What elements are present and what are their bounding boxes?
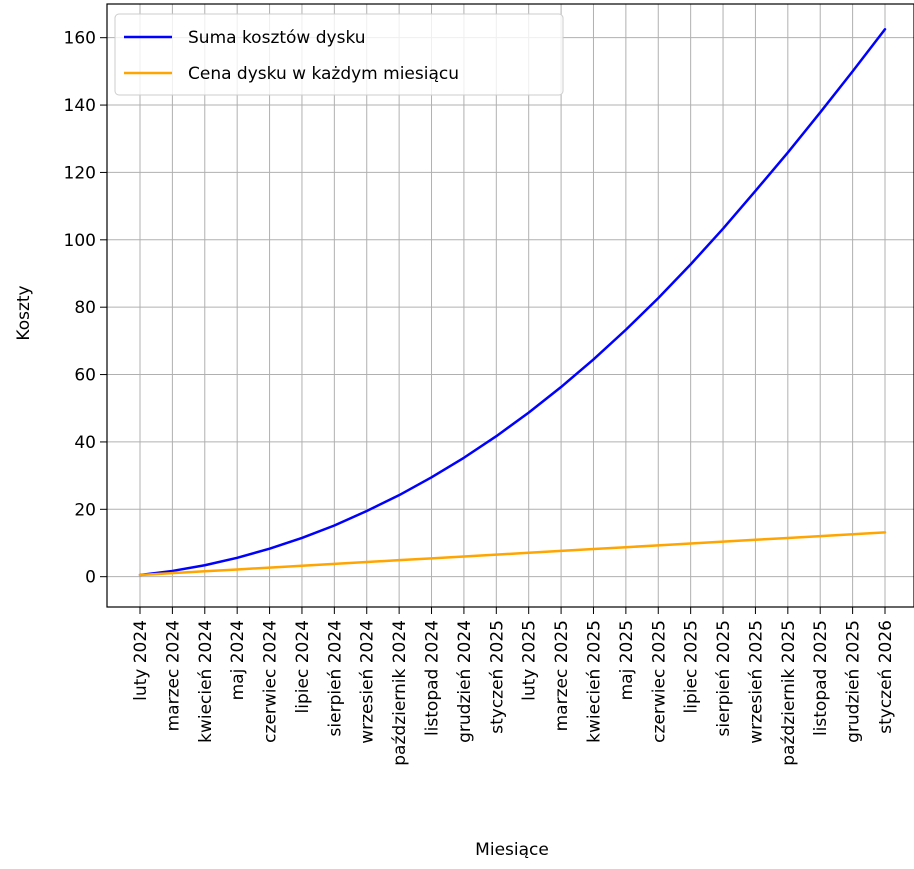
- y-tick-label: 40: [74, 433, 96, 453]
- x-tick-label: sierpień 2024: [325, 620, 345, 736]
- x-tick-label: luty 2024: [131, 620, 151, 701]
- x-tick-label: wrzesień 2024: [358, 620, 378, 744]
- x-tick-label: kwiecień 2025: [584, 620, 604, 743]
- y-tick-label: 120: [64, 163, 96, 183]
- y-tick-label: 160: [64, 29, 96, 49]
- x-tick-label: październik 2024: [390, 620, 410, 766]
- y-tick-label: 140: [64, 96, 96, 116]
- x-tick-label: grudzień 2025: [844, 620, 864, 743]
- x-tick-label: styczeń 2026: [876, 620, 896, 734]
- x-tick-label: październik 2025: [779, 620, 799, 766]
- x-tick-label: maj 2024: [228, 620, 248, 700]
- x-axis: luty 2024 marzec 2024 kwiecień 2024 maj 202…: [131, 607, 896, 766]
- y-axis-label: Koszty: [14, 285, 34, 340]
- plot-frame: [106, 3, 914, 608]
- x-tick-label: czerwiec 2025: [649, 620, 669, 743]
- x-tick-label: lipiec 2024: [293, 620, 313, 713]
- y-tick-label: 60: [74, 366, 96, 386]
- x-tick-label: grudzień 2024: [455, 620, 475, 743]
- x-tick-label: kwiecień 2024: [196, 620, 216, 743]
- x-axis-label: Miesiące: [475, 840, 549, 860]
- x-tick-label: wrzesień 2025: [746, 620, 766, 744]
- x-tick-label: sierpień 2025: [714, 620, 734, 736]
- x-tick-label: luty 2025: [520, 620, 540, 701]
- x-tick-label: lipiec 2025: [682, 620, 702, 713]
- x-tick-label: styczeń 2025: [487, 620, 507, 734]
- x-tick-label: marzec 2024: [163, 620, 183, 731]
- y-tick-label: 20: [74, 500, 96, 520]
- y-axis: 0 20 40 60 80 100 120 140 160: [64, 29, 107, 588]
- y-tick-label: 0: [85, 568, 96, 588]
- x-tick-label: listopad 2024: [423, 620, 443, 736]
- y-tick-label: 100: [64, 231, 96, 251]
- x-tick-label: listopad 2025: [811, 620, 831, 736]
- series-lines: [138, 28, 887, 577]
- y-tick-label: 80: [74, 298, 96, 318]
- x-tick-label: marzec 2025: [552, 620, 572, 731]
- legend-label-cena: Cena dysku w każdym miesiącu: [188, 64, 459, 84]
- x-tick-label: czerwiec 2024: [261, 620, 281, 743]
- series-line-1: [138, 531, 887, 577]
- x-tick-label: maj 2025: [617, 620, 637, 700]
- legend-box: [114, 13, 564, 96]
- series-line-0: [138, 28, 887, 577]
- legend: Suma kosztów dysku Cena dysku w każdym m…: [114, 13, 564, 96]
- legend-label-suma: Suma kosztów dysku: [188, 28, 366, 48]
